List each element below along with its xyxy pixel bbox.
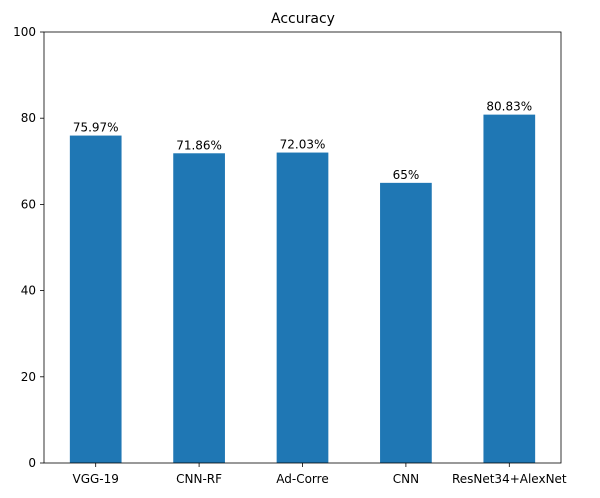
data-label: 65% [393, 168, 420, 182]
data-label: 71.86% [176, 138, 222, 152]
chart-title: Accuracy [271, 11, 335, 27]
data-label: 75.97% [73, 121, 119, 135]
bar-resnet34-alexnet [483, 114, 536, 463]
y-tick-label: 100 [13, 25, 36, 39]
bar-cnn [380, 182, 432, 463]
y-axis: 0 20 40 60 80 100 [13, 25, 44, 470]
x-tick-label: CNN [393, 472, 419, 486]
data-label: 72.03% [280, 138, 326, 152]
bars-group [69, 114, 536, 464]
y-tick-label: 40 [21, 284, 36, 298]
x-tick-label: ResNet34+AlexNet [452, 472, 567, 486]
x-tick-label: Ad-Corre [276, 472, 328, 486]
x-axis: VGG-19 CNN-RF Ad-Corre CNN ResNet34+AlexNet [72, 463, 567, 486]
plot-frame [43, 31, 562, 464]
bar-ad-corre [276, 152, 329, 463]
x-tick-label: VGG-19 [72, 472, 118, 486]
y-tick-label: 20 [21, 370, 36, 384]
data-labels-group: 75.97% 71.86% 72.03% 65% 80.83% [73, 100, 532, 182]
x-tick-label: CNN-RF [176, 472, 222, 486]
bar-cnn-rf [173, 153, 225, 464]
y-tick-label: 0 [28, 456, 36, 470]
y-tick-label: 80 [21, 111, 36, 125]
y-tick-label: 60 [21, 197, 36, 211]
bar-vgg-19 [69, 135, 122, 463]
data-label: 80.83% [486, 100, 532, 114]
